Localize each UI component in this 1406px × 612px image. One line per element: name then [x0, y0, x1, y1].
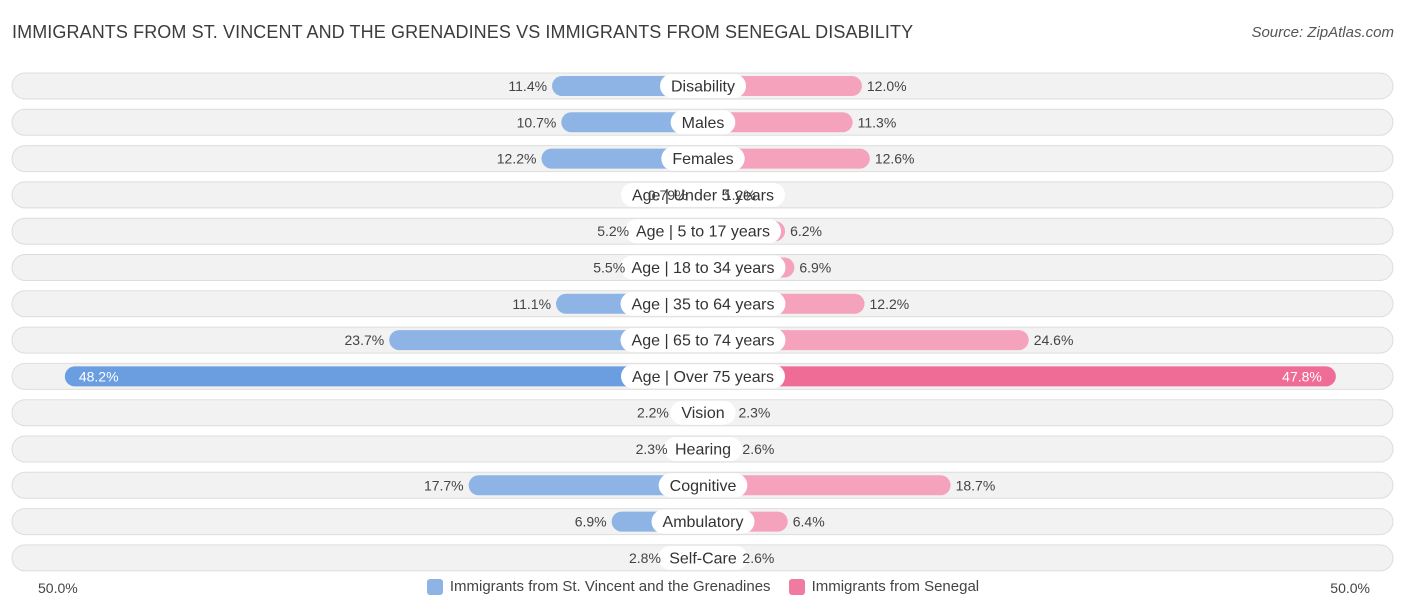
category-label: Age | Over 75 years — [632, 369, 774, 386]
axis-right-label: 50.0% — [1330, 580, 1370, 596]
category-pill — [624, 219, 782, 244]
value-label-right: 12.2% — [870, 296, 910, 312]
value-label-right: 11.3% — [858, 114, 897, 130]
value-label-right: 12.6% — [875, 151, 915, 167]
category-label: Self-Care — [669, 550, 737, 567]
category-pill — [651, 509, 755, 534]
category-pill — [663, 437, 743, 461]
category-pill — [658, 473, 748, 498]
value-label-left: 2.3% — [636, 441, 668, 457]
diverging-bar-chart: Disability 11.4% 12.0% Males 10.7% 11.3% Femal… — [11, 72, 1394, 572]
value-label-left: 10.7% — [517, 114, 557, 130]
category-pill — [670, 110, 736, 135]
legend-label-right: Immigrants from Senegal — [811, 578, 980, 595]
value-label-right: 6.4% — [793, 514, 825, 530]
category-label: Age | 35 to 64 years — [632, 296, 775, 313]
value-label-right: 2.6% — [742, 550, 774, 566]
chart-title: IMMIGRANTS FROM ST. VINCENT AND THE GREN… — [12, 22, 914, 42]
value-label-right: 6.9% — [799, 260, 831, 276]
category-label: Hearing — [675, 442, 731, 459]
category-label: Females — [672, 151, 733, 168]
category-label: Age | 5 to 17 years — [636, 224, 770, 241]
value-label-left: 12.2% — [497, 151, 537, 167]
category-pill — [621, 364, 785, 389]
value-label-right: 2.6% — [742, 441, 774, 457]
category-label: Age | Under 5 years — [632, 187, 774, 204]
value-label-left: 11.4% — [508, 78, 547, 94]
category-pill — [659, 74, 747, 98]
bar-left — [64, 366, 713, 387]
value-label-right: 47.8% — [1282, 368, 1322, 384]
value-label-left: 0.79% — [648, 187, 688, 203]
bar-left — [468, 475, 713, 496]
category-label: Cognitive — [670, 478, 737, 495]
value-label-left: 2.8% — [629, 550, 661, 566]
legend-item-right: Immigrants from Senegal — [788, 578, 980, 595]
value-label-right: 18.7% — [956, 477, 996, 493]
axis-left-label: 50.0% — [38, 580, 78, 596]
category-label: Disability — [671, 79, 735, 96]
category-label: Ambulatory — [663, 514, 744, 531]
legend-item-left: Immigrants from St. Vincent and the Gren… — [426, 578, 771, 595]
legend-label-left: Immigrants from St. Vincent and the Gren… — [449, 578, 771, 595]
value-label-right: 6.2% — [790, 223, 822, 239]
category-pill — [661, 146, 745, 171]
value-label-left: 48.2% — [79, 368, 119, 384]
source-label: Source: ZipAtlas.com — [1251, 24, 1394, 41]
value-label-right: 1.2% — [724, 187, 756, 203]
legend-swatch-left — [426, 578, 443, 595]
value-label-right: 12.0% — [867, 78, 907, 94]
category-pill — [620, 182, 786, 207]
value-label-left: 6.9% — [575, 514, 607, 530]
legend-swatch-right — [788, 578, 805, 595]
category-label: Age | 65 to 74 years — [632, 333, 775, 350]
category-label: Age | 18 to 34 years — [632, 260, 775, 277]
category-label: Males — [682, 115, 725, 132]
category-pill — [658, 545, 748, 570]
category-pill — [620, 255, 786, 280]
legend: Immigrants from St. Vincent and the Gren… — [0, 578, 1406, 595]
value-label-left: 23.7% — [345, 332, 385, 348]
value-label-right: 24.6% — [1034, 332, 1074, 348]
value-label-left: 5.2% — [597, 223, 629, 239]
category-label: Vision — [681, 405, 724, 422]
category-pill — [620, 291, 786, 316]
category-pill — [620, 328, 786, 353]
bar-right — [693, 475, 951, 496]
category-pill — [670, 400, 736, 425]
value-label-right: 2.3% — [738, 405, 770, 421]
value-label-left: 17.7% — [424, 477, 464, 493]
bar-right — [693, 366, 1336, 387]
value-label-left: 11.1% — [512, 296, 551, 312]
value-label-left: 2.2% — [637, 405, 669, 421]
value-label-left: 5.5% — [593, 260, 625, 276]
